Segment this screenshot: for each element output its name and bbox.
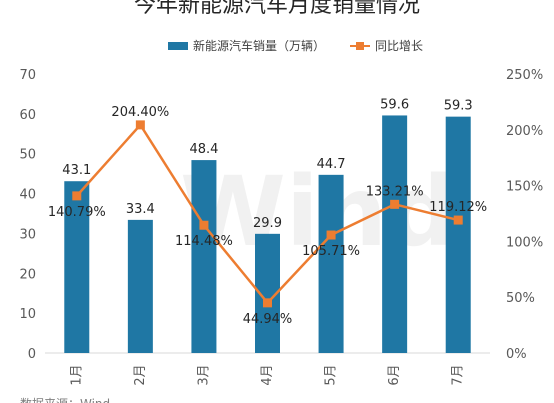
y-left-tick-label: 40 xyxy=(19,188,36,203)
bar-data-label: 48.4 xyxy=(189,142,218,157)
legend-line-marker xyxy=(356,42,364,50)
y-left-tick-label: 50 xyxy=(19,148,36,163)
y-left-tick-label: 0 xyxy=(28,347,36,362)
y-right-tick-label: 0% xyxy=(506,347,527,362)
chart-title: 今年新能源汽车月度销量情况 xyxy=(134,0,420,18)
bar xyxy=(318,174,344,353)
line-data-label: 44.94% xyxy=(243,312,293,327)
bar-data-label: 44.7 xyxy=(317,157,346,172)
bar xyxy=(64,181,90,353)
line-data-label: 114.48% xyxy=(175,234,233,249)
x-tick-label: 5月 xyxy=(324,364,339,385)
y-right-tick-label: 50% xyxy=(506,291,535,306)
line-data-label: 133.21% xyxy=(366,184,424,199)
line-data-label: 140.79% xyxy=(48,205,106,220)
y-left-tick-label: 10 xyxy=(19,307,36,322)
line-data-label: 105.71% xyxy=(302,244,360,259)
line-data-label: 119.12% xyxy=(429,200,487,215)
bar xyxy=(127,219,153,353)
x-tick-label: 3月 xyxy=(196,364,211,385)
bar-data-label: 43.1 xyxy=(62,163,91,178)
bar xyxy=(191,160,217,353)
legend-bar-label: 新能源汽车销量（万辆） xyxy=(193,38,325,53)
line-data-label: 204.40% xyxy=(111,105,169,120)
y-left-tick-label: 30 xyxy=(19,227,36,242)
y-right-tick-label: 100% xyxy=(506,235,543,250)
y-right-tick-label: 200% xyxy=(506,124,543,139)
x-tick-label: 6月 xyxy=(387,364,402,385)
growth-point xyxy=(263,298,272,308)
growth-point xyxy=(390,199,400,209)
x-tick-label: 1月 xyxy=(69,364,84,385)
x-tick-label: 2月 xyxy=(133,364,148,385)
bar-data-label: 29.9 xyxy=(253,216,282,231)
growth-point xyxy=(453,215,463,225)
y-right-tick-label: 250% xyxy=(506,68,543,83)
growth-point xyxy=(199,220,209,230)
source-note: 数据来源：Wind xyxy=(20,396,110,403)
bar-data-label: 33.4 xyxy=(126,202,155,217)
legend-bar-swatch xyxy=(168,42,188,50)
legend-line-label: 同比增长 xyxy=(375,39,423,53)
y-left-tick-label: 70 xyxy=(19,68,36,83)
growth-point xyxy=(135,120,145,130)
y-left-tick-label: 60 xyxy=(19,108,36,123)
bar xyxy=(382,115,408,353)
x-tick-label: 4月 xyxy=(260,364,275,385)
bar xyxy=(445,116,471,353)
growth-point xyxy=(326,230,336,240)
y-right-tick-label: 150% xyxy=(506,180,543,195)
growth-point xyxy=(72,191,82,201)
bar-data-label: 59.6 xyxy=(380,97,409,112)
bar-data-label: 59.3 xyxy=(444,99,473,114)
x-tick-label: 7月 xyxy=(451,364,466,385)
y-left-tick-label: 20 xyxy=(19,267,36,282)
